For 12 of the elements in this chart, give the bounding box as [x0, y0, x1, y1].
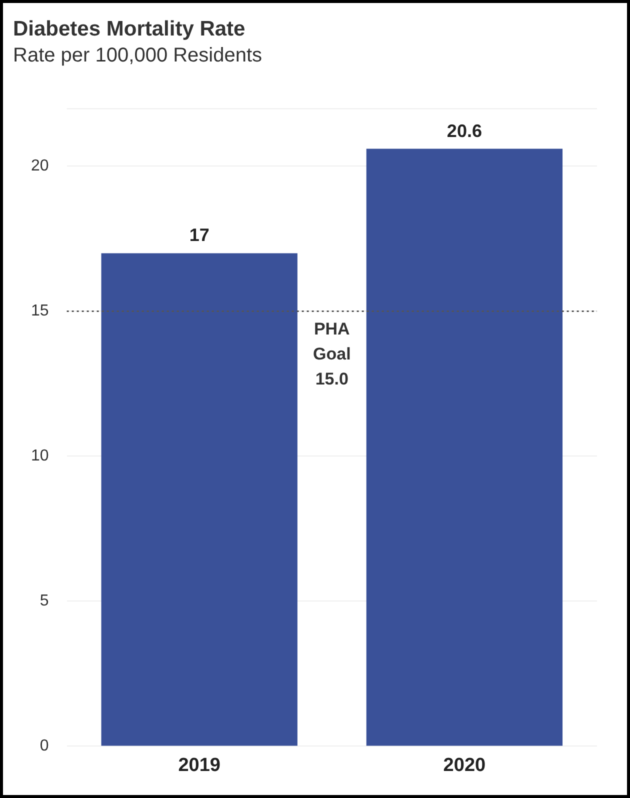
- x-tick-label: 2020: [443, 754, 486, 776]
- y-tick-label: 15: [31, 302, 49, 320]
- y-tick-label: 0: [40, 738, 49, 755]
- chart-subtitle: Rate per 100,000 Residents: [13, 44, 262, 67]
- y-tick-label: 5: [40, 592, 49, 610]
- data-label: 20.6: [446, 120, 482, 141]
- ref-line-label: PHA Goal 15.0: [313, 319, 351, 388]
- data-label: 17: [189, 225, 210, 246]
- x-tick-label: 2019: [178, 754, 220, 776]
- y-tick-label: 20: [31, 158, 49, 175]
- chart-title: Diabetes Mortality Rate: [13, 17, 246, 40]
- y-tick-label: 10: [31, 448, 49, 465]
